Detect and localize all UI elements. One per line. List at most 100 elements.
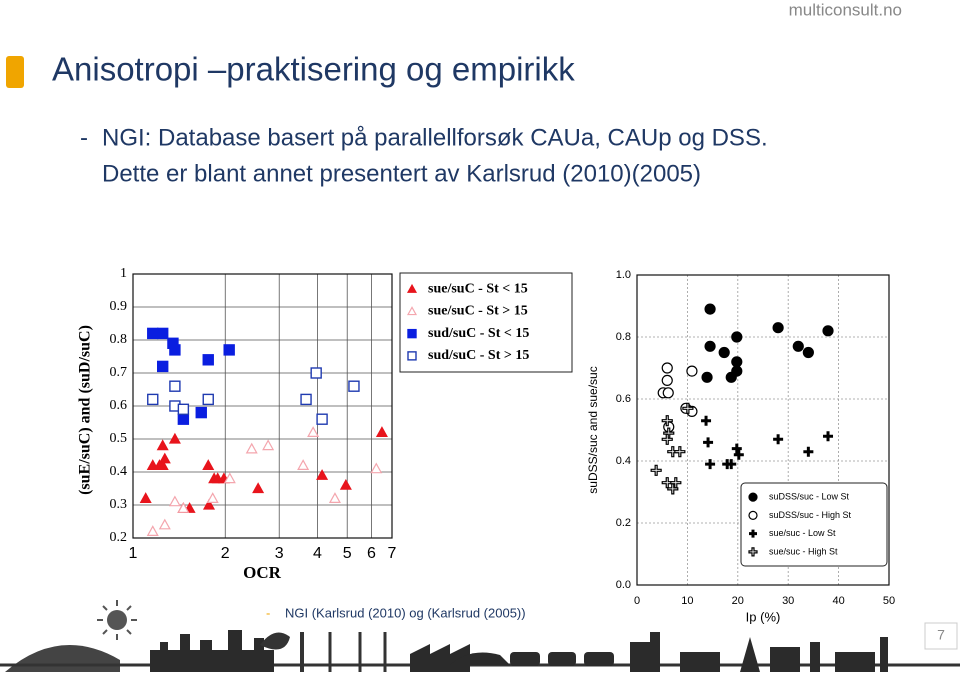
marker-plus: [703, 437, 714, 448]
marker-triangle: [168, 495, 181, 507]
marker-plus: [748, 547, 758, 557]
x-tick-label: 0: [634, 595, 640, 607]
site-name: multiconsult.no: [789, 0, 902, 19]
marker-square: [177, 403, 190, 415]
marker-plus: [823, 431, 834, 442]
marker-plus: [661, 415, 673, 427]
marker-circle: [792, 340, 804, 352]
marker-triangle: [307, 426, 320, 437]
marker-plus: [682, 402, 694, 414]
marker-triangle: [370, 462, 383, 474]
marker-square: [310, 367, 322, 379]
page-number: 7: [937, 627, 945, 643]
y-tick-label: 0.6: [110, 398, 128, 413]
plot-frame: [132, 273, 393, 539]
legend-label: sue/suC - St > 15: [428, 304, 528, 319]
y-tick-label: 0.2: [616, 517, 631, 529]
marker-square: [202, 393, 214, 406]
y-tick-label: 0.9: [110, 299, 128, 314]
y-tick-label: 0.6: [616, 393, 631, 405]
marker-circle: [748, 492, 758, 502]
marker-triangle: [406, 283, 418, 293]
y-tick-label: 0.7: [110, 365, 128, 380]
marker-circle: [686, 365, 698, 377]
x-tick-label: 7: [388, 545, 397, 562]
marker-plus: [705, 459, 716, 470]
marker-triangle: [156, 459, 169, 470]
x-tick-label: 50: [883, 595, 895, 607]
marker-square: [316, 413, 328, 425]
marker-plus: [661, 433, 673, 445]
marker-circle: [701, 371, 713, 383]
bullet-marker: -: [80, 124, 88, 151]
marker-plus: [667, 483, 679, 495]
marker-circle: [802, 346, 814, 359]
bullet-line: NGI: Database basert på parallellforsøk …: [102, 124, 768, 151]
caption: NGI (Karlsrud (2010) og (Karlsrud (2005)…: [285, 605, 526, 620]
marker-square: [157, 327, 169, 340]
marker-plus: [670, 477, 682, 489]
marker-circle: [731, 356, 743, 368]
marker-circle: [661, 374, 673, 386]
marker-square: [169, 380, 181, 392]
marker-square: [195, 406, 207, 419]
marker-triangle: [168, 432, 181, 444]
plot-frame: [636, 274, 890, 586]
marker-square: [407, 328, 417, 339]
marker-circle: [704, 340, 716, 352]
y-tick-label: 0.2: [110, 530, 128, 545]
legend-box: [740, 482, 888, 567]
marker-plus: [701, 415, 712, 426]
marker-triangle: [223, 472, 236, 484]
marker-triangle: [202, 459, 215, 470]
marker-plus: [650, 464, 662, 476]
y-axis-label: suDSS/suc and sue/suc: [586, 366, 600, 493]
charts: 0.2 0.3 0.4 0.5 0.6 0.7 0.8 0.9 1 1 2 3 4 5 6 7 OCR (suE/…: [77, 266, 895, 624]
marker-circle: [748, 510, 758, 520]
marker-square: [300, 393, 312, 406]
marker-square: [223, 344, 235, 356]
marker-triangle: [406, 306, 418, 316]
y-tick-label: 0.5: [110, 431, 128, 446]
marker-circle: [661, 362, 673, 374]
legend-label: suDSS/suc - Low St: [769, 492, 850, 502]
marker-triangle: [339, 478, 352, 490]
marker-triangle: [158, 452, 171, 464]
marker-triangle: [328, 492, 341, 503]
y-tick-label: 0.4: [110, 464, 128, 479]
marker-square: [177, 413, 190, 425]
y-tick-label: 0.3: [110, 497, 128, 512]
marker-triangle: [262, 439, 275, 451]
marker-plus: [773, 434, 784, 445]
marker-triangle: [146, 525, 159, 537]
caption-marker: -: [266, 605, 270, 620]
x-tick-label: 2: [221, 545, 230, 562]
slide-title: Anisotropi –praktisering og empirikk: [52, 51, 575, 88]
marker-circle: [725, 371, 737, 383]
marker-circle: [772, 322, 784, 334]
marker-circle: [662, 387, 674, 399]
y-tick-label: 0.8: [110, 332, 128, 347]
legend-label: sue/suc - Low St: [769, 528, 836, 538]
y-tick-label: 1: [120, 266, 127, 281]
marker-plus: [749, 529, 757, 538]
x-axis-label: OCR: [243, 563, 282, 582]
x-tick-label: 1: [129, 545, 138, 562]
marker-square: [157, 360, 169, 373]
marker-plus: [667, 446, 679, 458]
y-tick-label: 0.8: [616, 331, 631, 343]
footer-art: [0, 600, 960, 672]
marker-triangle: [177, 502, 190, 513]
y-tick-label: 0.0: [616, 579, 631, 591]
legend-label: suDSS/suc - High St: [769, 510, 852, 520]
marker-triangle: [202, 498, 216, 510]
marker-triangle: [375, 426, 388, 437]
x-tick-label: 30: [782, 595, 794, 607]
marker-plus: [674, 446, 686, 458]
marker-square: [147, 327, 159, 340]
x-tick-label: 3: [275, 545, 284, 562]
y-axis-label: (suE/suC) and (suD/suC): [77, 325, 94, 495]
legend-label: sud/suC - St < 15: [428, 326, 529, 341]
marker-square: [169, 344, 181, 356]
marker-triangle: [158, 518, 171, 530]
